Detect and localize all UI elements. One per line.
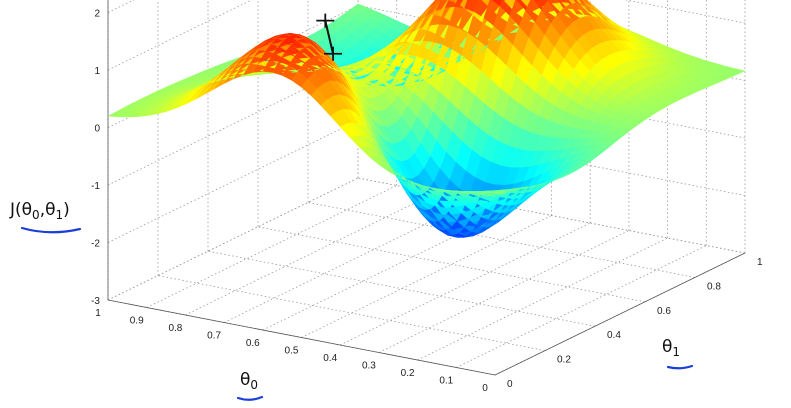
y-tick-label: 1 [757, 257, 763, 268]
x-tick-label: 0 [482, 383, 488, 394]
x-tick-label: 0.6 [246, 338, 260, 349]
x-tick-label: 0.3 [362, 361, 376, 372]
z-tick-label: -1 [91, 181, 100, 192]
surface-patch [728, 68, 746, 74]
y-tick-label: 0.2 [557, 355, 571, 366]
x-tick-label: 0.7 [207, 331, 221, 342]
x-title-underline [236, 395, 264, 401]
z-tick-label: -2 [91, 239, 100, 250]
x-tick-label: 0.8 [168, 323, 182, 334]
x-tick-label: 1 [95, 308, 101, 319]
floor-grid-line [157, 275, 546, 351]
back-wall-grid-line [107, 0, 135, 13]
y-tick-label: 0.8 [707, 281, 721, 292]
y-tick-label: 0.6 [657, 306, 671, 317]
back-wall-grid-line [107, 177, 359, 301]
floor-grid-line [378, 230, 630, 353]
descent-step-line [324, 20, 335, 54]
z-tick-label: -3 [91, 296, 100, 307]
cost-surface [107, 0, 746, 238]
y-tick-label: 0.4 [607, 330, 621, 341]
x-axis-title: θ0 [240, 370, 258, 392]
floor-grid-line [207, 250, 596, 327]
floor-grid-line [146, 185, 397, 308]
x-tick-label: 0.5 [285, 346, 299, 357]
x-tick-label: 0.2 [401, 368, 415, 379]
surface-patch [491, 0, 503, 7]
y-axis-title: θ1 [662, 337, 680, 359]
floor-grid-line [307, 202, 696, 278]
x-axis-line [107, 299, 496, 376]
y-title-underline [666, 364, 694, 370]
z-tick-label: 1 [94, 66, 100, 77]
surface-patch [435, 0, 449, 12]
floor-grid-line [257, 226, 646, 303]
x-tick-label: 0.9 [130, 316, 144, 327]
z-axis-title: J(θ0,θ1) [9, 200, 70, 222]
z-tick-label: 2 [94, 9, 100, 20]
back-wall-grid-line [107, 120, 359, 243]
x-tick-label: 0.1 [439, 376, 453, 387]
x-tick-label: 0.4 [323, 353, 337, 364]
floor-grid-line [417, 237, 668, 361]
y-tick-label: 0 [507, 379, 513, 390]
tick-labels: 3210-1-2-300.10.20.30.40.50.60.70.80.910… [91, 9, 763, 395]
surface-patch [464, 0, 479, 13]
descent-marker [316, 13, 343, 61]
z-title-underline [20, 226, 82, 234]
y-axis-line [494, 252, 746, 376]
z-tick-label: 0 [94, 124, 100, 135]
floor-grid-line [185, 192, 436, 316]
